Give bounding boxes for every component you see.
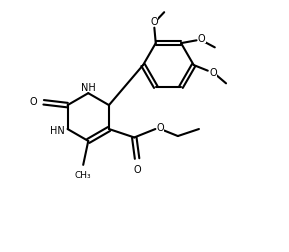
Text: NH: NH [81, 82, 96, 92]
Text: O: O [157, 122, 164, 132]
Text: HN: HN [50, 126, 65, 136]
Text: O: O [30, 97, 38, 107]
Text: CH₃: CH₃ [75, 171, 92, 180]
Text: O: O [151, 17, 158, 27]
Text: O: O [198, 34, 205, 44]
Text: O: O [209, 68, 217, 78]
Text: O: O [133, 165, 141, 174]
